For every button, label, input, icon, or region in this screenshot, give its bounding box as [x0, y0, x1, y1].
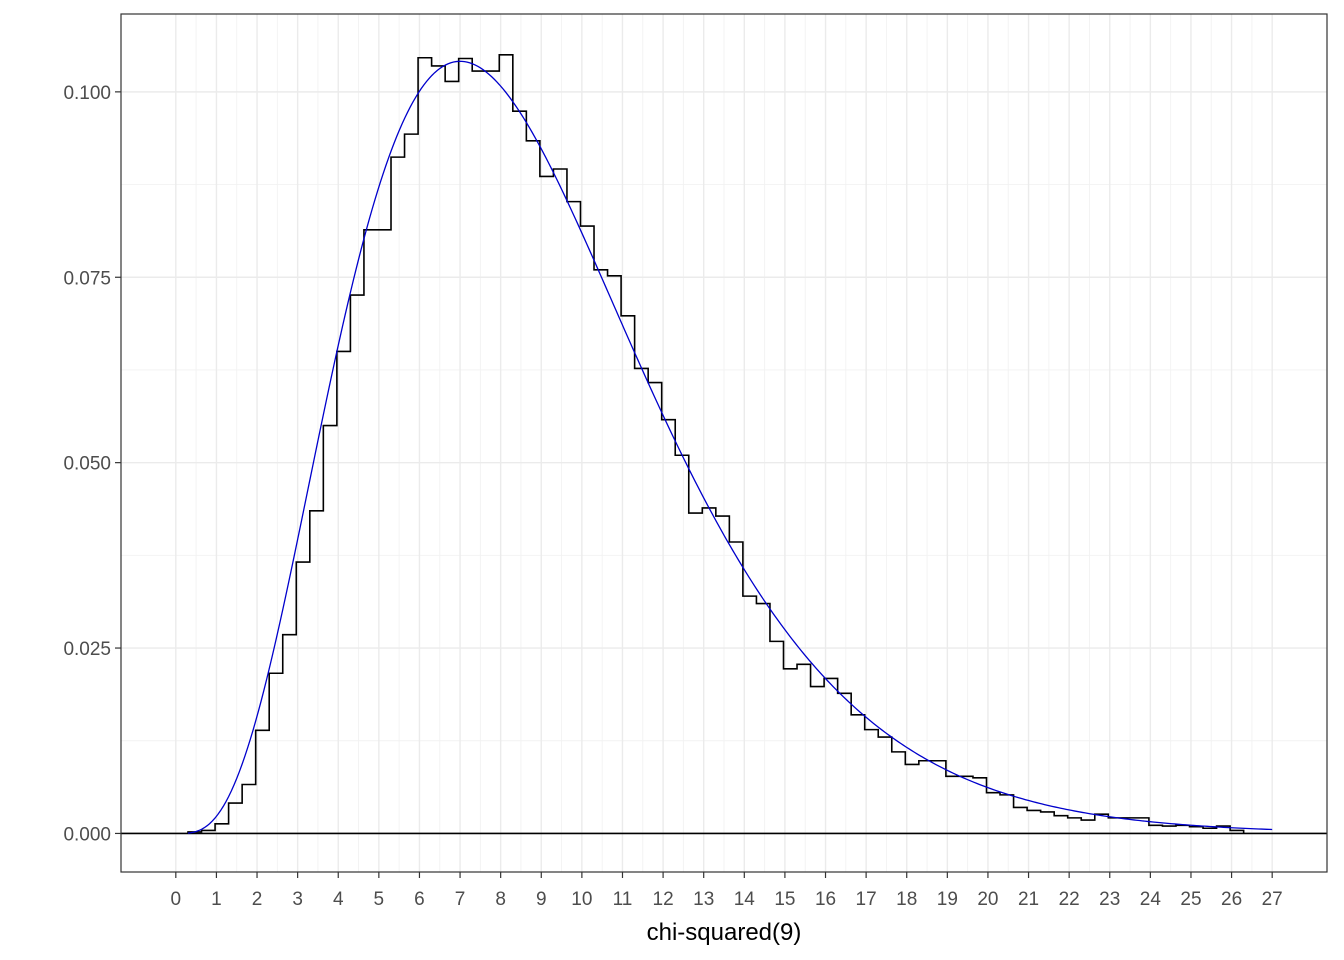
major-gridlines	[121, 14, 1327, 872]
y-axis-ticks: 0.000 0.025 0.050 0.075 0.100	[63, 83, 121, 845]
x-tick-label: 26	[1221, 889, 1242, 910]
y-tick-label: 0.050	[63, 454, 111, 475]
x-tick-label: 15	[774, 889, 795, 910]
x-tick-label: 23	[1099, 889, 1120, 910]
x-tick-label: 14	[734, 889, 756, 910]
x-tick-label: 6	[414, 889, 425, 910]
x-tick-label: 19	[937, 889, 958, 910]
x-tick-label: 9	[536, 889, 547, 910]
x-tick-label: 0	[171, 889, 182, 910]
y-tick-label: 0.000	[63, 824, 111, 845]
x-axis-title: chi-squared(9)	[647, 919, 802, 946]
x-tick-label: 2	[252, 889, 263, 910]
x-tick-label: 12	[653, 889, 674, 910]
x-tick-label: 11	[613, 889, 633, 910]
x-tick-label: 24	[1140, 889, 1162, 910]
density-curve	[187, 60, 1273, 834]
x-tick-label: 21	[1018, 889, 1039, 910]
x-axis-ticks: 0 1 2 3 4 5 6 7 8 9 10 11 12 13 14 15 16 17 18 19 20 21 22 23 24…	[171, 872, 1283, 910]
x-tick-label: 3	[292, 889, 303, 910]
x-tick-label: 27	[1262, 889, 1283, 910]
x-tick-label: 22	[1059, 889, 1080, 910]
panel-border	[120, 13, 1328, 873]
x-tick-label: 17	[856, 889, 877, 910]
x-tick-label: 8	[495, 889, 506, 910]
y-tick-label: 0.025	[63, 639, 111, 660]
x-tick-label: 10	[571, 889, 592, 910]
x-tick-label: 25	[1180, 889, 1201, 910]
x-tick-label: 20	[977, 889, 998, 910]
x-tick-label: 13	[693, 889, 714, 910]
x-tick-label: 7	[455, 889, 466, 910]
x-tick-label: 4	[333, 889, 344, 910]
y-tick-label: 0.075	[63, 268, 111, 289]
x-tick-label: 5	[374, 889, 385, 910]
y-tick-label: 0.100	[63, 83, 111, 104]
x-tick-label: 1	[211, 889, 222, 910]
x-tick-label: 16	[815, 889, 836, 910]
x-tick-label: 18	[896, 889, 917, 910]
